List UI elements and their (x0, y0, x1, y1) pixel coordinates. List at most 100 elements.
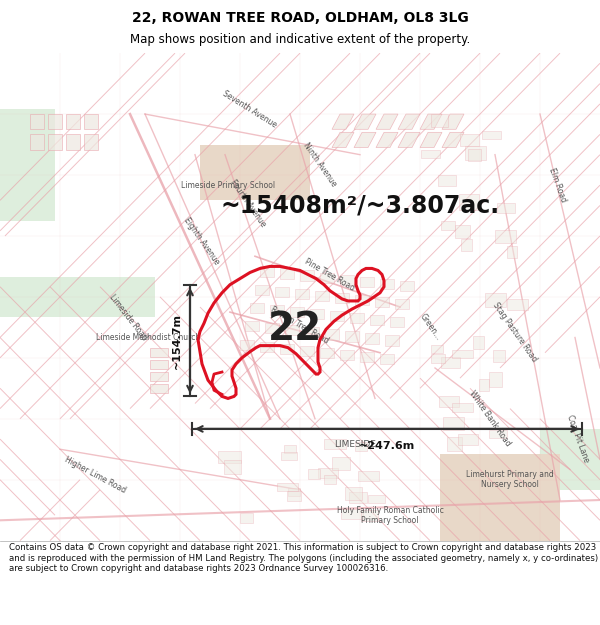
Bar (465, 146, 486, 160)
Polygon shape (330, 311, 344, 321)
Bar (479, 379, 489, 391)
Bar (489, 430, 507, 438)
Bar (468, 149, 481, 161)
Bar (495, 230, 516, 243)
Bar (447, 437, 462, 451)
Bar (284, 445, 296, 453)
Polygon shape (398, 114, 420, 129)
Polygon shape (48, 114, 62, 129)
Bar (324, 474, 336, 484)
Polygon shape (66, 114, 80, 129)
Polygon shape (325, 329, 339, 339)
Text: Limeside Methodist Church: Limeside Methodist Church (96, 333, 200, 342)
Bar (349, 492, 367, 503)
Bar (452, 402, 473, 412)
Polygon shape (30, 134, 44, 149)
Polygon shape (380, 354, 394, 364)
Polygon shape (84, 134, 98, 149)
Bar (441, 221, 455, 230)
Polygon shape (290, 307, 304, 317)
Polygon shape (385, 336, 399, 346)
Bar (218, 451, 241, 464)
Polygon shape (300, 271, 314, 281)
Polygon shape (442, 132, 464, 148)
Polygon shape (66, 134, 80, 149)
Text: Elm Road: Elm Road (548, 167, 568, 204)
Bar (507, 246, 517, 258)
Bar (455, 225, 470, 238)
Bar (150, 360, 168, 369)
Text: Ninth Avenue: Ninth Avenue (302, 141, 338, 189)
Bar (461, 239, 472, 251)
Polygon shape (340, 350, 354, 360)
Bar (200, 144, 310, 201)
Polygon shape (376, 132, 398, 148)
Bar (507, 299, 528, 310)
Bar (288, 488, 300, 496)
Polygon shape (420, 114, 442, 129)
Polygon shape (380, 279, 394, 289)
Bar (0, 276, 155, 317)
Bar (438, 175, 456, 186)
Polygon shape (355, 295, 369, 305)
Bar (489, 372, 502, 388)
Bar (150, 384, 168, 393)
Text: ~154.7m: ~154.7m (172, 312, 182, 369)
Text: Seventh Avenue: Seventh Avenue (221, 89, 278, 129)
Polygon shape (354, 114, 376, 129)
Polygon shape (365, 334, 379, 344)
Polygon shape (354, 132, 376, 148)
Bar (485, 292, 506, 307)
Bar (441, 357, 460, 368)
Bar (308, 469, 320, 479)
Polygon shape (345, 331, 359, 341)
Bar (439, 396, 459, 406)
Polygon shape (305, 328, 319, 338)
Polygon shape (265, 323, 279, 334)
Polygon shape (376, 114, 398, 129)
Bar (497, 204, 515, 212)
Bar (440, 454, 560, 541)
Bar (324, 439, 346, 449)
Text: LIMESIDE: LIMESIDE (334, 439, 376, 449)
Polygon shape (30, 114, 44, 129)
Bar (355, 442, 367, 451)
Text: Limehurst Primary and
Nursery School: Limehurst Primary and Nursery School (466, 470, 554, 489)
Polygon shape (250, 303, 264, 313)
Bar (431, 114, 448, 128)
Bar (332, 458, 350, 469)
Bar (540, 429, 600, 490)
Polygon shape (270, 305, 284, 315)
Bar (277, 482, 298, 491)
Bar (240, 513, 253, 523)
Bar (443, 417, 464, 430)
Polygon shape (360, 352, 374, 362)
Bar (431, 354, 445, 363)
Text: Eighth Avenue: Eighth Avenue (182, 216, 221, 266)
Text: ~247.6m: ~247.6m (359, 441, 415, 451)
Polygon shape (398, 132, 420, 148)
Text: Green...: Green... (418, 312, 442, 342)
Text: Limeside Road: Limeside Road (107, 292, 149, 342)
Text: Pine Tree Road: Pine Tree Road (304, 257, 356, 292)
Polygon shape (332, 114, 354, 129)
Bar (281, 452, 297, 461)
Text: Holy Family Roman Catholic
Primary School: Holy Family Roman Catholic Primary Schoo… (337, 506, 443, 525)
Polygon shape (370, 315, 384, 325)
Bar (150, 348, 168, 357)
Polygon shape (332, 132, 354, 148)
Polygon shape (48, 134, 62, 149)
Polygon shape (375, 297, 389, 307)
Polygon shape (245, 321, 259, 331)
Bar (460, 134, 479, 146)
Polygon shape (420, 132, 442, 148)
Bar (0, 109, 55, 221)
Bar (473, 336, 484, 349)
Polygon shape (400, 281, 414, 291)
Bar (458, 434, 478, 445)
Bar (440, 454, 560, 541)
Polygon shape (255, 285, 269, 295)
Polygon shape (275, 287, 289, 297)
Polygon shape (442, 114, 464, 129)
Bar (150, 372, 168, 381)
